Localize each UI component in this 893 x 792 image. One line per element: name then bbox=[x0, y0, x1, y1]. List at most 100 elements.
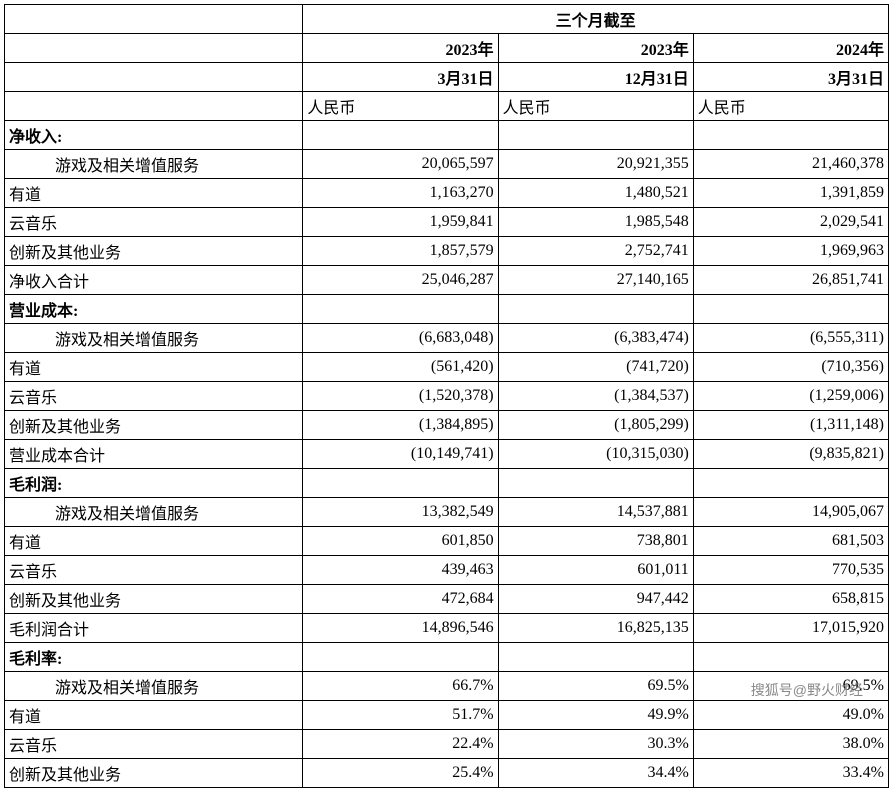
header-row-currency: 人民币 人民币 人民币 bbox=[5, 92, 889, 121]
empty-cell bbox=[693, 121, 888, 150]
empty-cell bbox=[498, 469, 693, 498]
data-cell: (9,835,821) bbox=[693, 440, 888, 469]
section-label: 毛利润: bbox=[5, 469, 303, 498]
table-row: 创新及其他业务1,857,5792,752,7411,969,963 bbox=[5, 237, 889, 266]
data-cell: 1,969,963 bbox=[693, 237, 888, 266]
row-label: 创新及其他业务 bbox=[5, 237, 303, 266]
section-label: 营业成本: bbox=[5, 295, 303, 324]
data-cell: 14,896,546 bbox=[303, 614, 498, 643]
section-label: 净收入: bbox=[5, 121, 303, 150]
data-cell: (10,315,030) bbox=[498, 440, 693, 469]
row-label: 云音乐 bbox=[5, 382, 303, 411]
data-cell: 21,460,378 bbox=[693, 150, 888, 179]
section-header-row: 净收入: bbox=[5, 121, 889, 150]
row-label: 游戏及相关增值服务 bbox=[5, 324, 303, 353]
period-header: 三个月截至 bbox=[303, 5, 889, 34]
row-label: 有道 bbox=[5, 701, 303, 730]
header-row-year: 2023年 2023年 2024年 bbox=[5, 34, 889, 63]
table-row: 净收入合计25,046,28727,140,16526,851,741 bbox=[5, 266, 889, 295]
table-row: 云音乐22.4%30.3%38.0% bbox=[5, 730, 889, 759]
data-cell: 34.4% bbox=[498, 759, 693, 788]
empty-cell bbox=[303, 121, 498, 150]
data-cell: 51.7% bbox=[303, 701, 498, 730]
data-cell: 33.4% bbox=[693, 759, 888, 788]
data-cell: 1,480,521 bbox=[498, 179, 693, 208]
col-date-0: 3月31日 bbox=[303, 63, 498, 92]
data-cell: 947,442 bbox=[498, 585, 693, 614]
row-label: 游戏及相关增值服务 bbox=[5, 150, 303, 179]
row-label: 创新及其他业务 bbox=[5, 585, 303, 614]
table-row: 创新及其他业务472,684947,442658,815 bbox=[5, 585, 889, 614]
data-cell: 2,752,741 bbox=[498, 237, 693, 266]
data-cell: 69.5% bbox=[498, 672, 693, 701]
table-row: 云音乐439,463601,011770,535 bbox=[5, 556, 889, 585]
row-label: 游戏及相关增值服务 bbox=[5, 672, 303, 701]
col-year-0: 2023年 bbox=[303, 34, 498, 63]
data-cell: 439,463 bbox=[303, 556, 498, 585]
data-cell: 25,046,287 bbox=[303, 266, 498, 295]
data-cell: 1,391,859 bbox=[693, 179, 888, 208]
data-cell: (1,384,895) bbox=[303, 411, 498, 440]
col-currency-0: 人民币 bbox=[303, 92, 498, 121]
header-row-date: 3月31日 12月31日 3月31日 bbox=[5, 63, 889, 92]
table-row: 有道(561,420)(741,720)(710,356) bbox=[5, 353, 889, 382]
col-date-2: 3月31日 bbox=[693, 63, 888, 92]
row-label: 创新及其他业务 bbox=[5, 411, 303, 440]
data-cell: 25.4% bbox=[303, 759, 498, 788]
blank-cell bbox=[5, 34, 303, 63]
data-cell: (1,520,378) bbox=[303, 382, 498, 411]
col-date-1: 12月31日 bbox=[498, 63, 693, 92]
data-cell: 658,815 bbox=[693, 585, 888, 614]
col-currency-2: 人民币 bbox=[693, 92, 888, 121]
data-cell: 26,851,741 bbox=[693, 266, 888, 295]
blank-cell bbox=[5, 92, 303, 121]
data-cell: (1,805,299) bbox=[498, 411, 693, 440]
empty-cell bbox=[498, 295, 693, 324]
table-row: 营业成本合计(10,149,741)(10,315,030)(9,835,821… bbox=[5, 440, 889, 469]
blank-cell bbox=[5, 63, 303, 92]
watermark: 搜狐号@野火财经 bbox=[751, 680, 863, 700]
data-cell: 472,684 bbox=[303, 585, 498, 614]
data-cell: 27,140,165 bbox=[498, 266, 693, 295]
row-label: 净收入合计 bbox=[5, 266, 303, 295]
table-row: 有道51.7%49.9%49.0% bbox=[5, 701, 889, 730]
section-header-row: 营业成本: bbox=[5, 295, 889, 324]
header-row-1: 三个月截至 bbox=[5, 5, 889, 34]
table-row: 云音乐1,959,8411,985,5482,029,541 bbox=[5, 208, 889, 237]
section-header-row: 毛利率: bbox=[5, 643, 889, 672]
data-cell: (1,311,148) bbox=[693, 411, 888, 440]
data-cell: (561,420) bbox=[303, 353, 498, 382]
col-currency-1: 人民币 bbox=[498, 92, 693, 121]
table-row: 游戏及相关增值服务(6,683,048)(6,383,474)(6,555,31… bbox=[5, 324, 889, 353]
section-label: 毛利率: bbox=[5, 643, 303, 672]
row-label: 有道 bbox=[5, 527, 303, 556]
data-cell: 2,029,541 bbox=[693, 208, 888, 237]
table-row: 游戏及相关增值服务13,382,54914,537,88114,905,067 bbox=[5, 498, 889, 527]
data-cell: 1,857,579 bbox=[303, 237, 498, 266]
table-row: 有道601,850738,801681,503 bbox=[5, 527, 889, 556]
data-cell: 738,801 bbox=[498, 527, 693, 556]
data-cell: 30.3% bbox=[498, 730, 693, 759]
data-cell: (6,683,048) bbox=[303, 324, 498, 353]
col-year-1: 2023年 bbox=[498, 34, 693, 63]
data-cell: 38.0% bbox=[693, 730, 888, 759]
col-year-2: 2024年 bbox=[693, 34, 888, 63]
data-cell: (6,383,474) bbox=[498, 324, 693, 353]
data-cell: 601,850 bbox=[303, 527, 498, 556]
empty-cell bbox=[498, 121, 693, 150]
data-cell: 770,535 bbox=[693, 556, 888, 585]
data-cell: 16,825,135 bbox=[498, 614, 693, 643]
empty-cell bbox=[303, 469, 498, 498]
row-label: 有道 bbox=[5, 353, 303, 382]
table-row: 有道1,163,2701,480,5211,391,859 bbox=[5, 179, 889, 208]
blank-cell bbox=[5, 5, 303, 34]
empty-cell bbox=[303, 643, 498, 672]
data-cell: 20,921,355 bbox=[498, 150, 693, 179]
data-cell: (741,720) bbox=[498, 353, 693, 382]
data-cell: 20,065,597 bbox=[303, 150, 498, 179]
row-label: 有道 bbox=[5, 179, 303, 208]
row-label: 游戏及相关增值服务 bbox=[5, 498, 303, 527]
data-cell: 1,163,270 bbox=[303, 179, 498, 208]
data-cell: 49.9% bbox=[498, 701, 693, 730]
row-label: 创新及其他业务 bbox=[5, 759, 303, 788]
